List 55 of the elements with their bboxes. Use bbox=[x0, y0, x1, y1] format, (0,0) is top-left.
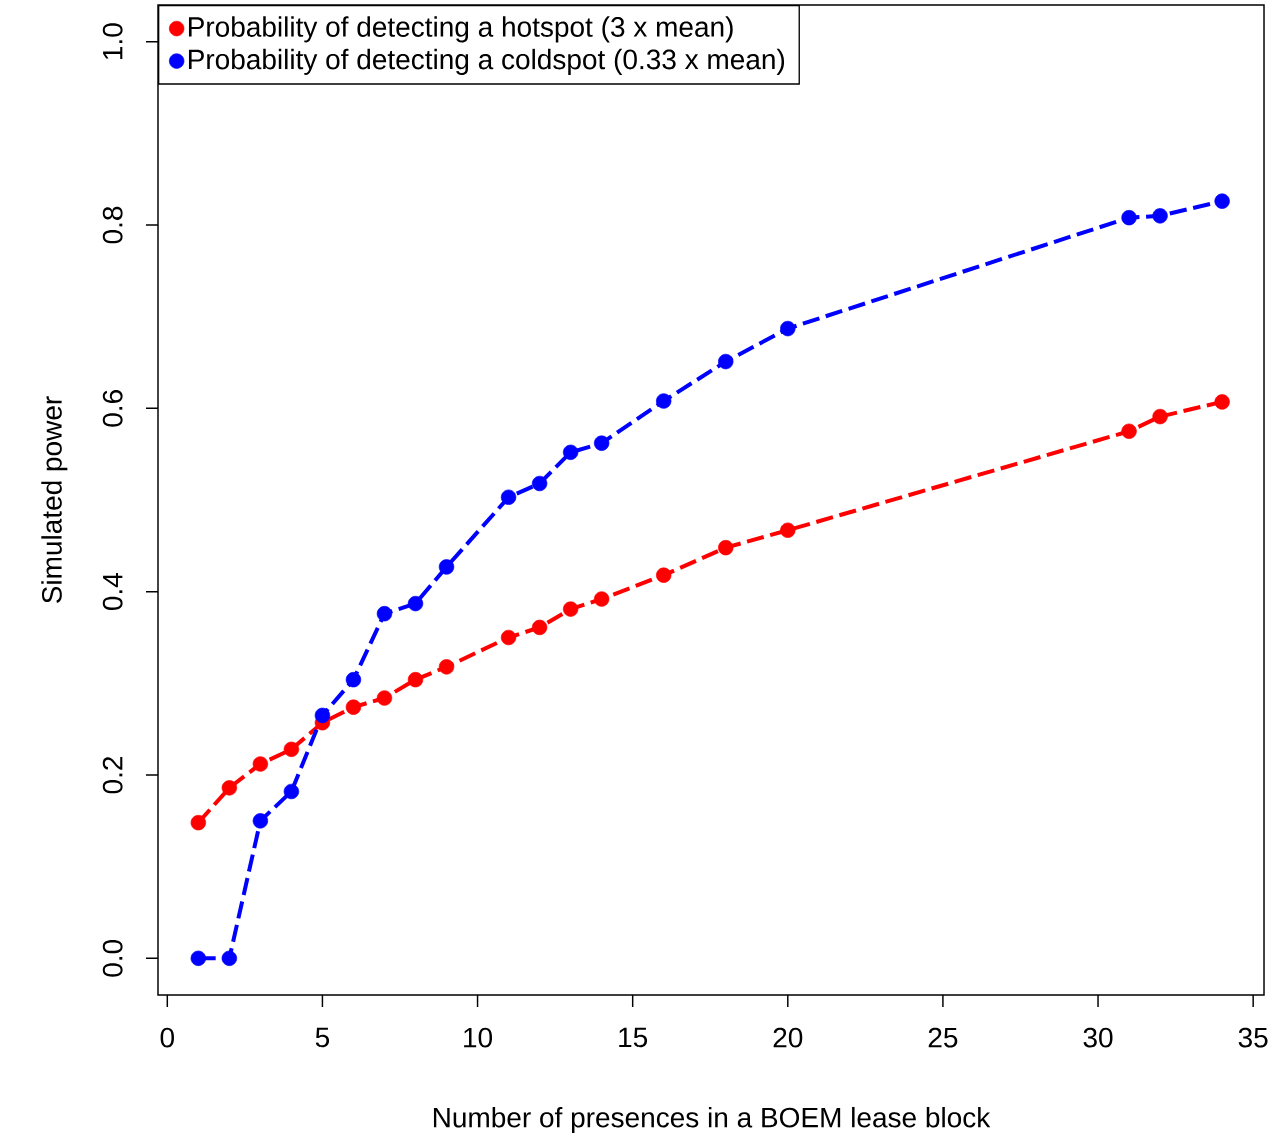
point bbox=[252, 813, 269, 829]
point bbox=[718, 353, 734, 370]
point bbox=[376, 605, 393, 622]
point bbox=[221, 780, 238, 796]
point bbox=[1121, 209, 1137, 226]
x-tick-label: 15 bbox=[619, 1027, 648, 1048]
x-tick-label: 30 bbox=[1083, 1027, 1113, 1048]
point bbox=[283, 741, 300, 758]
point bbox=[593, 591, 610, 607]
point bbox=[438, 559, 455, 575]
y-tick-label: 0.0 bbox=[102, 939, 123, 977]
point bbox=[1214, 193, 1230, 209]
point bbox=[562, 444, 579, 460]
point bbox=[780, 522, 796, 538]
point bbox=[252, 756, 269, 772]
point bbox=[1214, 394, 1230, 410]
point bbox=[345, 671, 362, 688]
point bbox=[376, 690, 393, 706]
x-tick-label: 20 bbox=[773, 1027, 803, 1048]
y-tick-label: 0.2 bbox=[102, 756, 123, 794]
point bbox=[500, 489, 517, 505]
x-tick-label: 10 bbox=[464, 1027, 493, 1048]
point bbox=[1152, 408, 1168, 425]
x-tick-label: 5 bbox=[315, 1027, 330, 1048]
legend-label: Probability of detecting a coldspot (0.33 x mean) bbox=[188, 48, 785, 75]
point bbox=[190, 950, 206, 967]
point bbox=[593, 435, 610, 451]
point bbox=[314, 707, 331, 724]
y-tick-label: 0.6 bbox=[102, 390, 123, 427]
y-tick-label: 0.4 bbox=[102, 573, 123, 611]
x-axis-title: Number of presences in a BOEM lease block bbox=[433, 1106, 991, 1134]
point bbox=[531, 619, 548, 636]
point bbox=[656, 393, 672, 409]
point bbox=[438, 659, 455, 675]
point bbox=[190, 814, 206, 831]
point bbox=[283, 783, 300, 800]
point bbox=[500, 629, 517, 646]
point bbox=[562, 601, 579, 617]
x-tick-label: 35 bbox=[1238, 1027, 1268, 1048]
point bbox=[1152, 208, 1168, 224]
point bbox=[780, 320, 796, 337]
point bbox=[345, 699, 362, 715]
y-axis-title: Simulated power bbox=[41, 396, 68, 603]
x-tick-label: 25 bbox=[928, 1027, 958, 1048]
x-tick-label: 0 bbox=[160, 1027, 174, 1048]
point bbox=[407, 671, 424, 688]
legend-label: Probability of detecting a hotspot (3 x mean) bbox=[188, 16, 733, 43]
point bbox=[656, 567, 672, 583]
y-tick-label: 1.0 bbox=[102, 23, 123, 59]
point bbox=[531, 475, 548, 492]
point bbox=[1121, 423, 1137, 439]
y-tick-label: 0.8 bbox=[102, 206, 123, 244]
point bbox=[718, 539, 734, 556]
point bbox=[221, 950, 238, 967]
point bbox=[407, 595, 424, 612]
